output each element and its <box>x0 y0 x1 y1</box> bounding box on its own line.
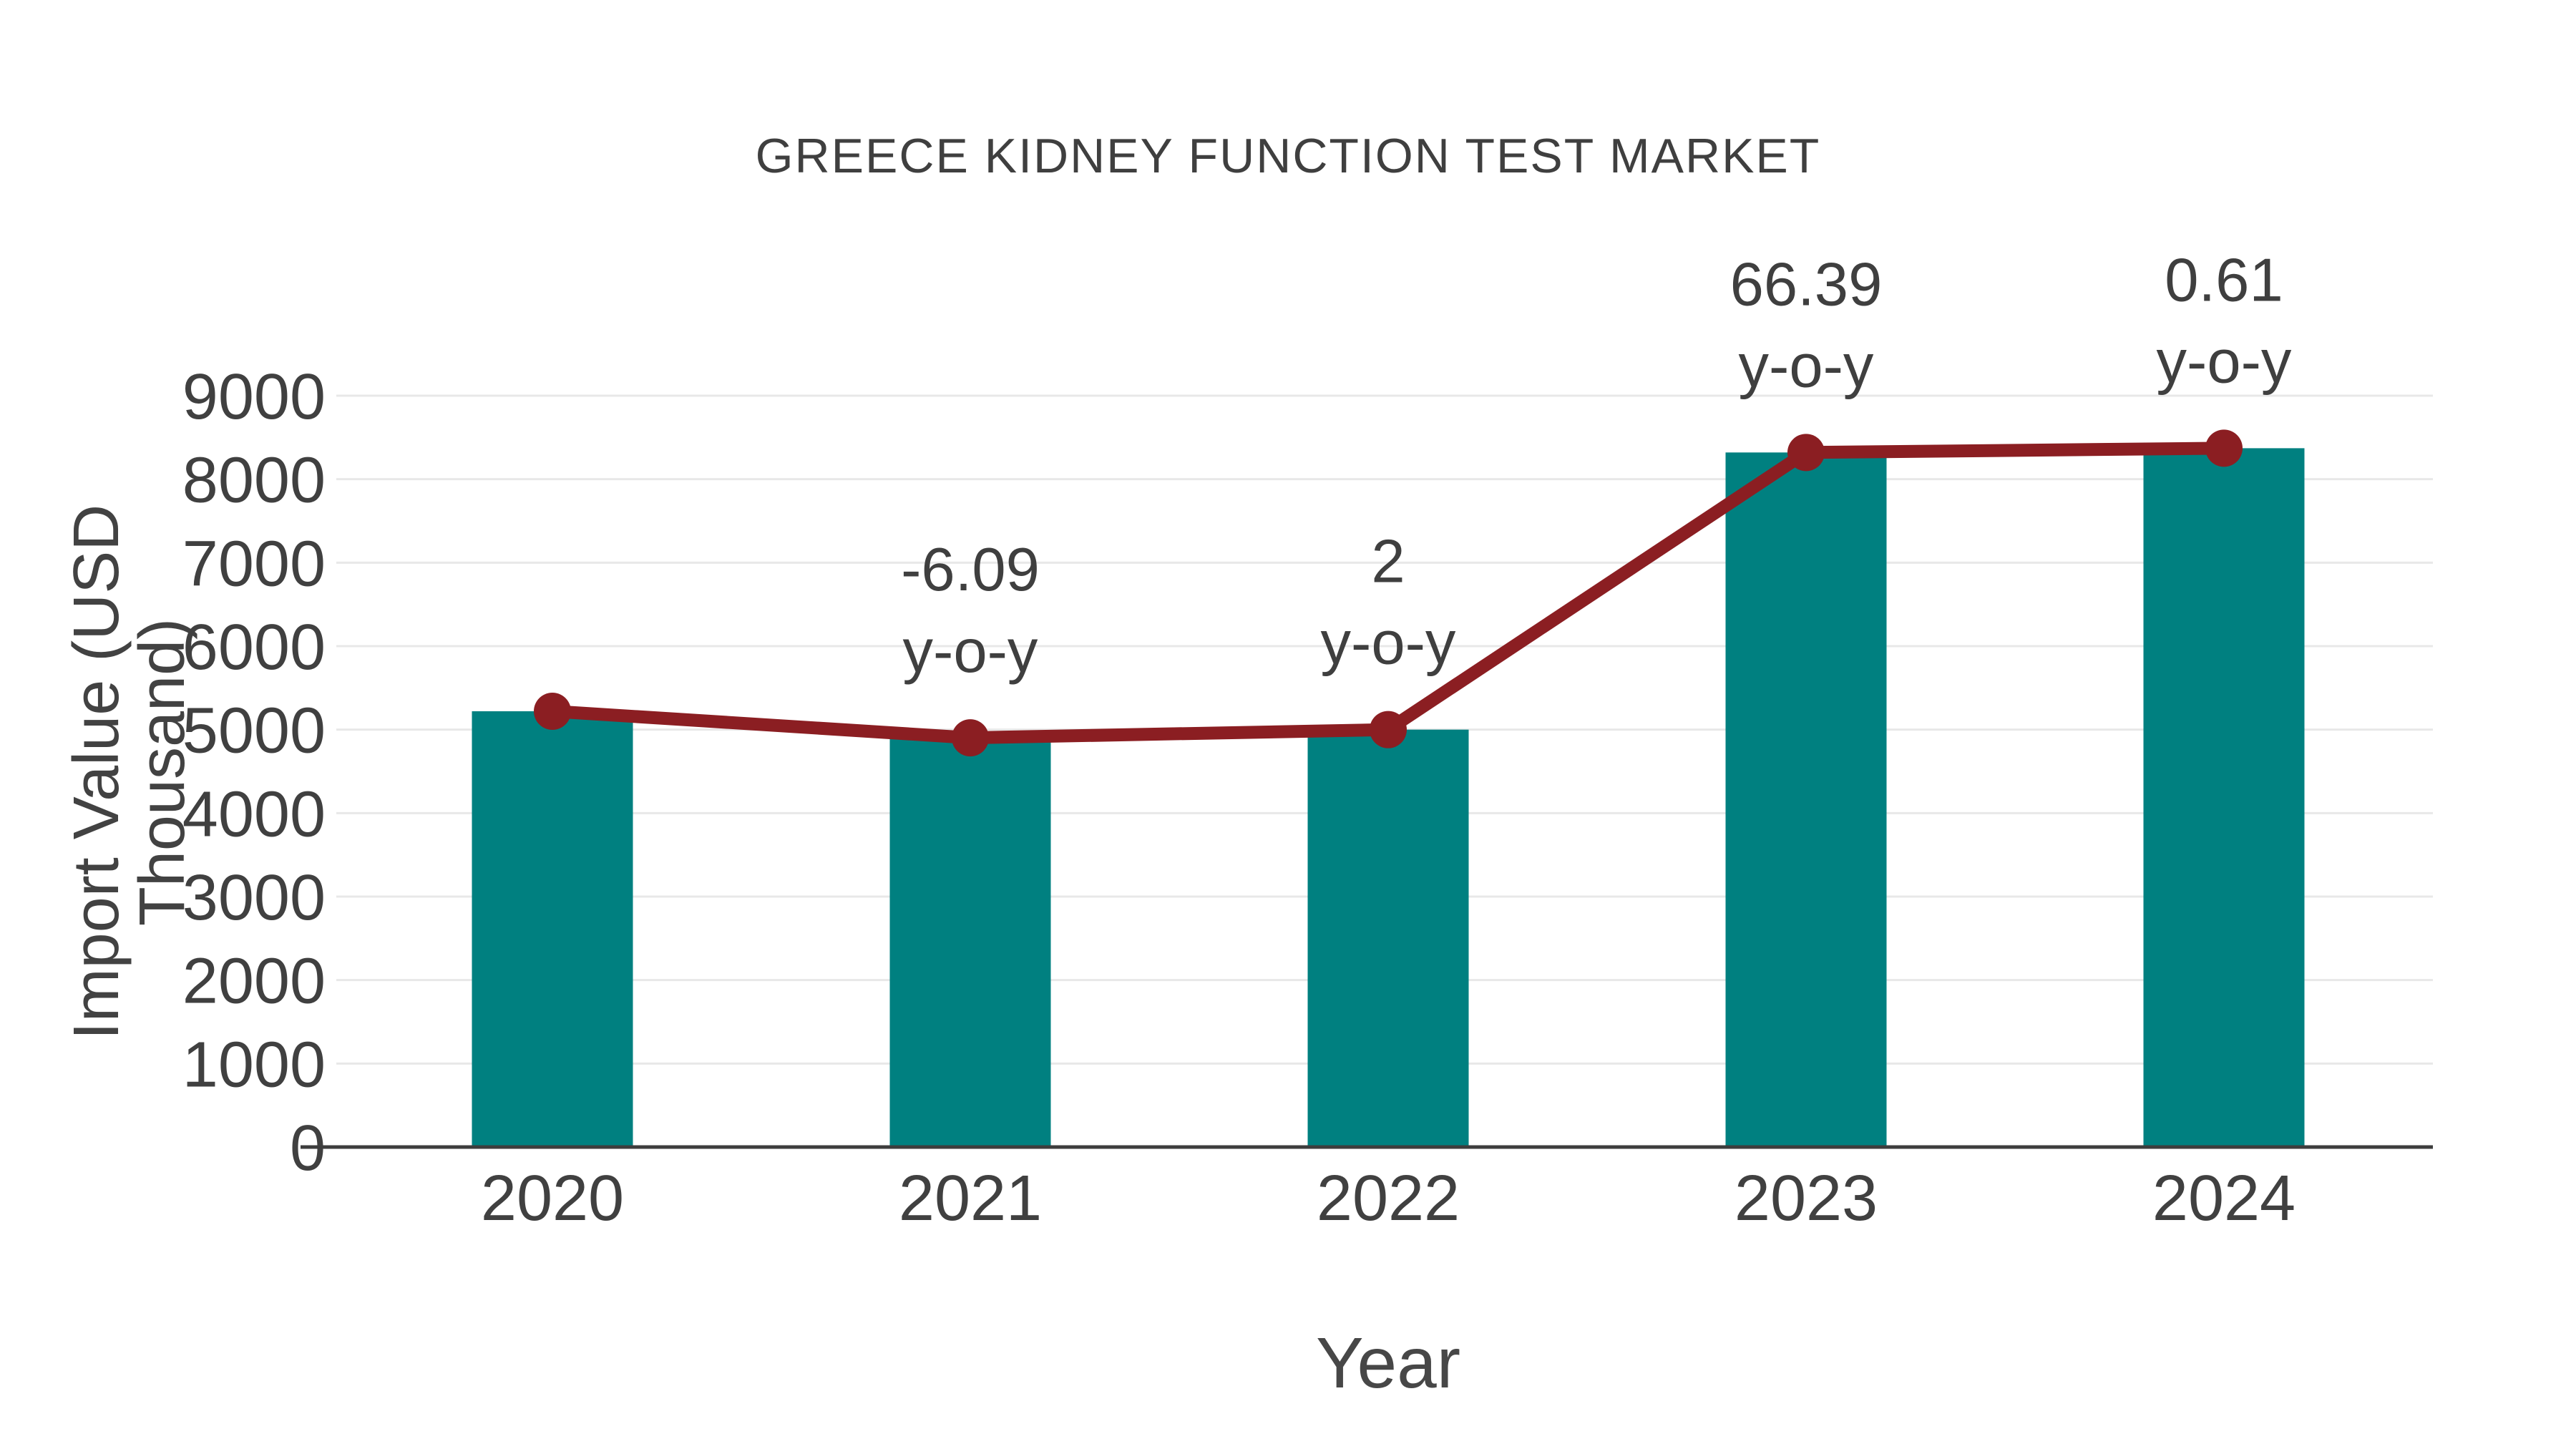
x-tick-label-2022: 2022 <box>1317 1163 1460 1234</box>
annotation-value-2023: 66.39 <box>1730 250 1883 318</box>
x-tick-label-2021: 2021 <box>899 1163 1042 1234</box>
y-tick-label-8000: 8000 <box>182 445 326 517</box>
y-tick-label-7000: 7000 <box>182 528 326 600</box>
annotation-sublabel-2023: y-o-y <box>1739 332 1874 400</box>
y-tick-label-2000: 2000 <box>182 946 326 1018</box>
x-axis-title: Year <box>1315 1323 1461 1403</box>
trend-marker-2024 <box>2205 429 2243 467</box>
y-tick-label-3000: 3000 <box>182 862 326 934</box>
y-tick-label-4000: 4000 <box>182 779 326 850</box>
annotation-sublabel-2022: y-o-y <box>1321 610 1456 678</box>
annotation-value-2021: -6.09 <box>901 536 1040 604</box>
bar-2024 <box>2143 448 2305 1147</box>
chart-title: GREECE KIDNEY FUNCTION TEST MARKET <box>755 129 1821 183</box>
annotation-value-2024: 0.61 <box>2165 246 2283 314</box>
y-tick-label-9000: 9000 <box>182 361 326 433</box>
annotation-sublabel-2021: y-o-y <box>903 618 1038 686</box>
y-tick-label-1000: 1000 <box>182 1029 326 1101</box>
trend-marker-2021 <box>952 719 989 757</box>
x-tick-label-2024: 2024 <box>2152 1163 2296 1234</box>
bar-2021 <box>889 738 1051 1147</box>
bar-2020 <box>472 711 633 1147</box>
bar-2022 <box>1307 729 1469 1147</box>
annotation-value-2022: 2 <box>1371 528 1405 596</box>
y-tick-label-6000: 6000 <box>182 612 326 683</box>
trend-marker-2023 <box>1787 434 1825 472</box>
trend-marker-2022 <box>1370 711 1407 748</box>
annotation-sublabel-2024: y-o-y <box>2157 328 2292 396</box>
x-tick-label-2023: 2023 <box>1735 1163 1878 1234</box>
x-tick-label-2020: 2020 <box>481 1163 624 1234</box>
bar-2023 <box>1725 452 1887 1147</box>
trend-marker-2020 <box>534 693 571 730</box>
y-tick-label-5000: 5000 <box>182 696 326 767</box>
